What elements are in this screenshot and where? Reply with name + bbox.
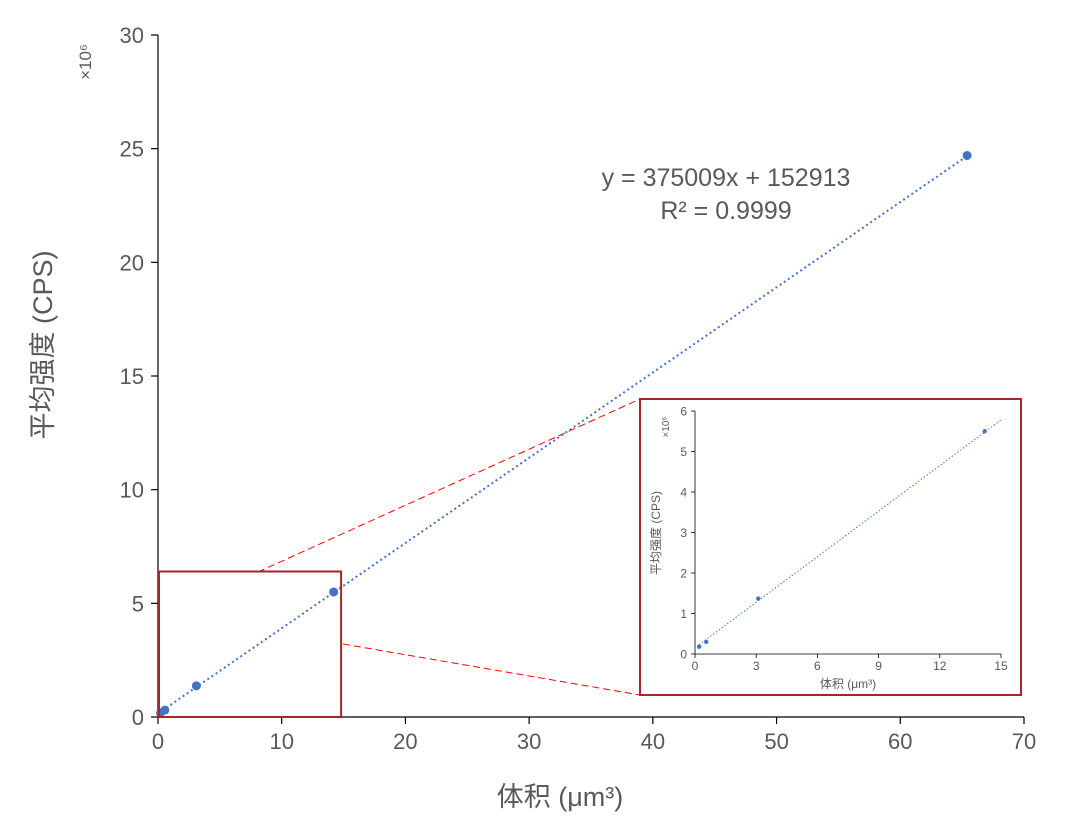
y-tick-label: 6 <box>680 404 687 418</box>
inset-y-axis-multiplier: ×10⁶ <box>661 416 672 437</box>
inset-x-axis-title: 体积 (μm³) <box>820 677 876 691</box>
y-tick-label: 15 <box>120 364 144 389</box>
x-tick-label: 6 <box>814 659 821 673</box>
x-tick-label: 50 <box>764 729 788 754</box>
data-point <box>962 150 972 160</box>
x-tick-label: 40 <box>641 729 665 754</box>
y-tick-label: 0 <box>132 705 144 730</box>
x-tick-label: 10 <box>269 729 293 754</box>
x-tick-label: 60 <box>888 729 912 754</box>
x-tick-label: 0 <box>152 729 164 754</box>
y-tick-label: 5 <box>132 591 144 616</box>
y-tick-label: 4 <box>680 485 687 499</box>
inset-y-axis-title: 平均强度 (CPS) <box>648 491 663 575</box>
x-axis-title: 体积 (μm³) <box>497 782 624 812</box>
data-point <box>329 587 339 597</box>
trendline-equation: y = 375009x + 152913 <box>602 164 851 192</box>
x-tick-label: 20 <box>393 729 417 754</box>
data-point <box>696 644 702 649</box>
data-point <box>160 705 170 715</box>
x-tick-label: 30 <box>517 729 541 754</box>
y-tick-label: 2 <box>680 566 687 580</box>
x-tick-label: 15 <box>994 659 1008 673</box>
y-axis-multiplier: ×10⁶ <box>76 44 95 80</box>
y-tick-labels: 0 5 10 15 20 25 30 <box>120 23 158 730</box>
zoom-box <box>158 570 343 718</box>
x-tick-label: 70 <box>1012 729 1036 754</box>
data-point <box>191 681 201 691</box>
data-point <box>756 596 761 601</box>
zoom-connector-bottom <box>342 643 641 696</box>
inset-frame <box>639 398 1022 696</box>
x-tick-label: 9 <box>875 659 882 673</box>
y-tick-label: 1 <box>680 607 687 621</box>
data-points <box>155 150 972 718</box>
y-axis-title: 平均强度 (CPS) <box>28 251 58 440</box>
data-point <box>704 639 709 645</box>
y-tick-label: 10 <box>120 478 144 503</box>
zoom-connector-top <box>257 398 641 573</box>
x-tick-label: 3 <box>753 659 760 673</box>
inset-x-tick-labels: 0 3 6 9 12 15 <box>692 654 1008 673</box>
x-tick-label: 0 <box>692 659 699 673</box>
inset-data-points <box>696 429 987 649</box>
y-tick-label: 5 <box>680 445 687 459</box>
x-tick-label: 12 <box>933 659 947 673</box>
x-tick-labels: 0 10 20 30 40 50 60 70 <box>152 717 1036 754</box>
y-tick-label: 0 <box>680 647 687 661</box>
trendline <box>157 155 968 715</box>
data-point <box>982 429 987 434</box>
y-tick-label: 30 <box>120 23 144 48</box>
y-tick-label: 3 <box>680 526 687 540</box>
inset-y-tick-labels: 0 1 2 3 4 5 6 <box>680 404 695 661</box>
y-tick-label: 25 <box>120 137 144 162</box>
r-squared: R² = 0.9999 <box>660 197 791 225</box>
y-tick-label: 20 <box>120 250 144 275</box>
